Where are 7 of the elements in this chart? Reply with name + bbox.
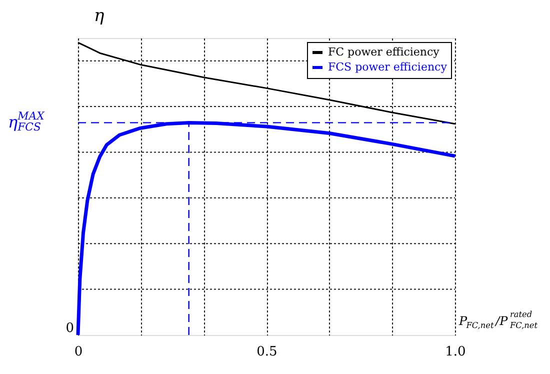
text: 0 xyxy=(66,321,74,336)
legend-label: FC power efficiency xyxy=(328,46,440,58)
x-tick-label: 1.0 xyxy=(445,344,466,360)
x-tick-label: 0 xyxy=(74,344,83,360)
legend-label: FCS power efficiency xyxy=(328,60,448,74)
x-tick-label: 0.5 xyxy=(256,344,278,360)
y-axis-title: η xyxy=(94,6,105,26)
